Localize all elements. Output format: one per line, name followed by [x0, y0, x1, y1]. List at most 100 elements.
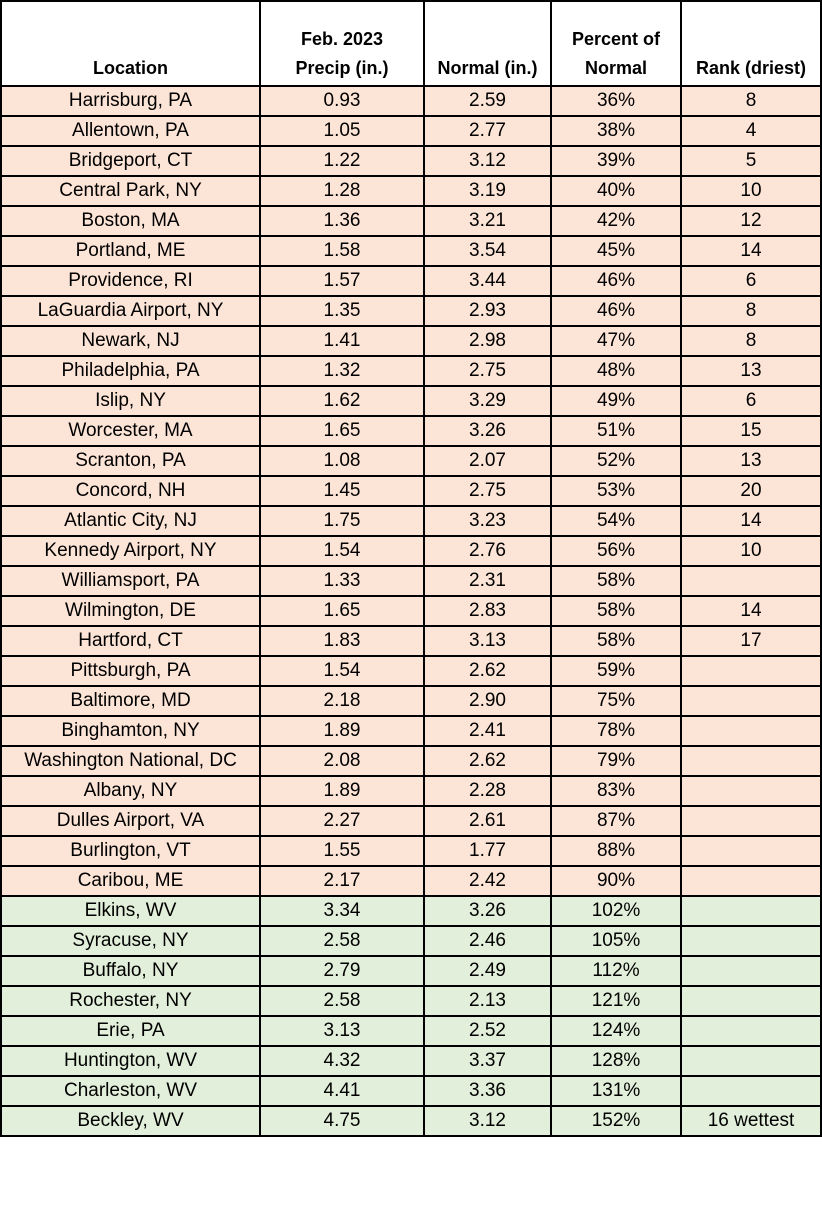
cell-percent: 47% [550, 325, 682, 357]
table-row: Concord, NH 1.45 2.75 53% 20 [0, 475, 822, 507]
table-row: Rochester, NY 2.58 2.13 121% [0, 985, 822, 1017]
cell-normal: 2.28 [423, 775, 552, 807]
cell-rank [680, 1015, 822, 1047]
cell-precip: 3.34 [259, 895, 425, 927]
header-normal: Normal (in.) [423, 0, 552, 87]
cell-location: Williamsport, PA [0, 565, 261, 597]
cell-normal: 2.75 [423, 355, 552, 387]
cell-precip: 1.45 [259, 475, 425, 507]
cell-rank [680, 775, 822, 807]
table-row: Washington National, DC 2.08 2.62 79% [0, 745, 822, 777]
cell-percent: 38% [550, 115, 682, 147]
cell-normal: 2.62 [423, 655, 552, 687]
table-row: Scranton, PA 1.08 2.07 52% 13 [0, 445, 822, 477]
cell-precip: 1.89 [259, 715, 425, 747]
cell-normal: 2.42 [423, 865, 552, 897]
cell-percent: 121% [550, 985, 682, 1017]
cell-location: Atlantic City, NJ [0, 505, 261, 537]
cell-normal: 2.62 [423, 745, 552, 777]
cell-percent: 36% [550, 85, 682, 117]
header-location: Location [0, 0, 261, 87]
cell-normal: 2.41 [423, 715, 552, 747]
cell-location: Charleston, WV [0, 1075, 261, 1107]
cell-rank [680, 895, 822, 927]
table-row: Beckley, WV 4.75 3.12 152% 16 wettest [0, 1105, 822, 1137]
cell-location: Washington National, DC [0, 745, 261, 777]
cell-percent: 128% [550, 1045, 682, 1077]
cell-normal: 2.98 [423, 325, 552, 357]
cell-rank [680, 925, 822, 957]
cell-precip: 1.36 [259, 205, 425, 237]
cell-location: Central Park, NY [0, 175, 261, 207]
table-row: Caribou, ME 2.17 2.42 90% [0, 865, 822, 897]
cell-precip: 1.41 [259, 325, 425, 357]
cell-precip: 4.75 [259, 1105, 425, 1137]
cell-rank [680, 865, 822, 897]
cell-location: Harrisburg, PA [0, 85, 261, 117]
cell-normal: 2.13 [423, 985, 552, 1017]
cell-rank: 14 [680, 235, 822, 267]
cell-location: Kennedy Airport, NY [0, 535, 261, 567]
table-row: Boston, MA 1.36 3.21 42% 12 [0, 205, 822, 237]
table-row: Allentown, PA 1.05 2.77 38% 4 [0, 115, 822, 147]
table-row: Newark, NJ 1.41 2.98 47% 8 [0, 325, 822, 357]
table-row: Central Park, NY 1.28 3.19 40% 10 [0, 175, 822, 207]
cell-precip: 1.22 [259, 145, 425, 177]
cell-percent: 124% [550, 1015, 682, 1047]
cell-location: Wilmington, DE [0, 595, 261, 627]
cell-normal: 3.13 [423, 625, 552, 657]
cell-location: Syracuse, NY [0, 925, 261, 957]
cell-normal: 2.83 [423, 595, 552, 627]
table-row: Wilmington, DE 1.65 2.83 58% 14 [0, 595, 822, 627]
cell-normal: 1.77 [423, 835, 552, 867]
cell-percent: 79% [550, 745, 682, 777]
cell-percent: 45% [550, 235, 682, 267]
cell-location: Caribou, ME [0, 865, 261, 897]
cell-percent: 75% [550, 685, 682, 717]
cell-location: Albany, NY [0, 775, 261, 807]
table-row: Pittsburgh, PA 1.54 2.62 59% [0, 655, 822, 687]
table-row: Burlington, VT 1.55 1.77 88% [0, 835, 822, 867]
cell-rank: 16 wettest [680, 1105, 822, 1137]
cell-precip: 2.18 [259, 685, 425, 717]
cell-rank [680, 565, 822, 597]
cell-rank [680, 685, 822, 717]
cell-location: Hartford, CT [0, 625, 261, 657]
cell-location: Baltimore, MD [0, 685, 261, 717]
cell-rank: 15 [680, 415, 822, 447]
table-row: Harrisburg, PA 0.93 2.59 36% 8 [0, 85, 822, 117]
table-row: Huntington, WV 4.32 3.37 128% [0, 1045, 822, 1077]
cell-precip: 1.65 [259, 595, 425, 627]
cell-rank [680, 1075, 822, 1107]
cell-location: Bridgeport, CT [0, 145, 261, 177]
cell-normal: 2.52 [423, 1015, 552, 1047]
cell-normal: 3.26 [423, 415, 552, 447]
cell-precip: 1.62 [259, 385, 425, 417]
cell-precip: 1.54 [259, 655, 425, 687]
cell-location: Huntington, WV [0, 1045, 261, 1077]
cell-rank: 13 [680, 355, 822, 387]
cell-rank: 8 [680, 295, 822, 327]
cell-rank [680, 835, 822, 867]
cell-precip: 3.13 [259, 1015, 425, 1047]
cell-rank: 8 [680, 325, 822, 357]
cell-precip: 1.83 [259, 625, 425, 657]
cell-rank: 17 [680, 625, 822, 657]
cell-percent: 51% [550, 415, 682, 447]
table-header: Location Feb. 2023 Precip (in.) Normal (… [0, 0, 822, 87]
cell-rank [680, 1045, 822, 1077]
cell-location: Newark, NJ [0, 325, 261, 357]
cell-rank: 6 [680, 385, 822, 417]
cell-normal: 2.31 [423, 565, 552, 597]
cell-precip: 1.89 [259, 775, 425, 807]
cell-location: Scranton, PA [0, 445, 261, 477]
cell-precip: 1.54 [259, 535, 425, 567]
cell-location: Burlington, VT [0, 835, 261, 867]
table-row: Islip, NY 1.62 3.29 49% 6 [0, 385, 822, 417]
cell-location: Boston, MA [0, 205, 261, 237]
cell-precip: 1.32 [259, 355, 425, 387]
header-row: Location Feb. 2023 Precip (in.) Normal (… [0, 0, 822, 87]
table-row: Philadelphia, PA 1.32 2.75 48% 13 [0, 355, 822, 387]
cell-percent: 58% [550, 565, 682, 597]
